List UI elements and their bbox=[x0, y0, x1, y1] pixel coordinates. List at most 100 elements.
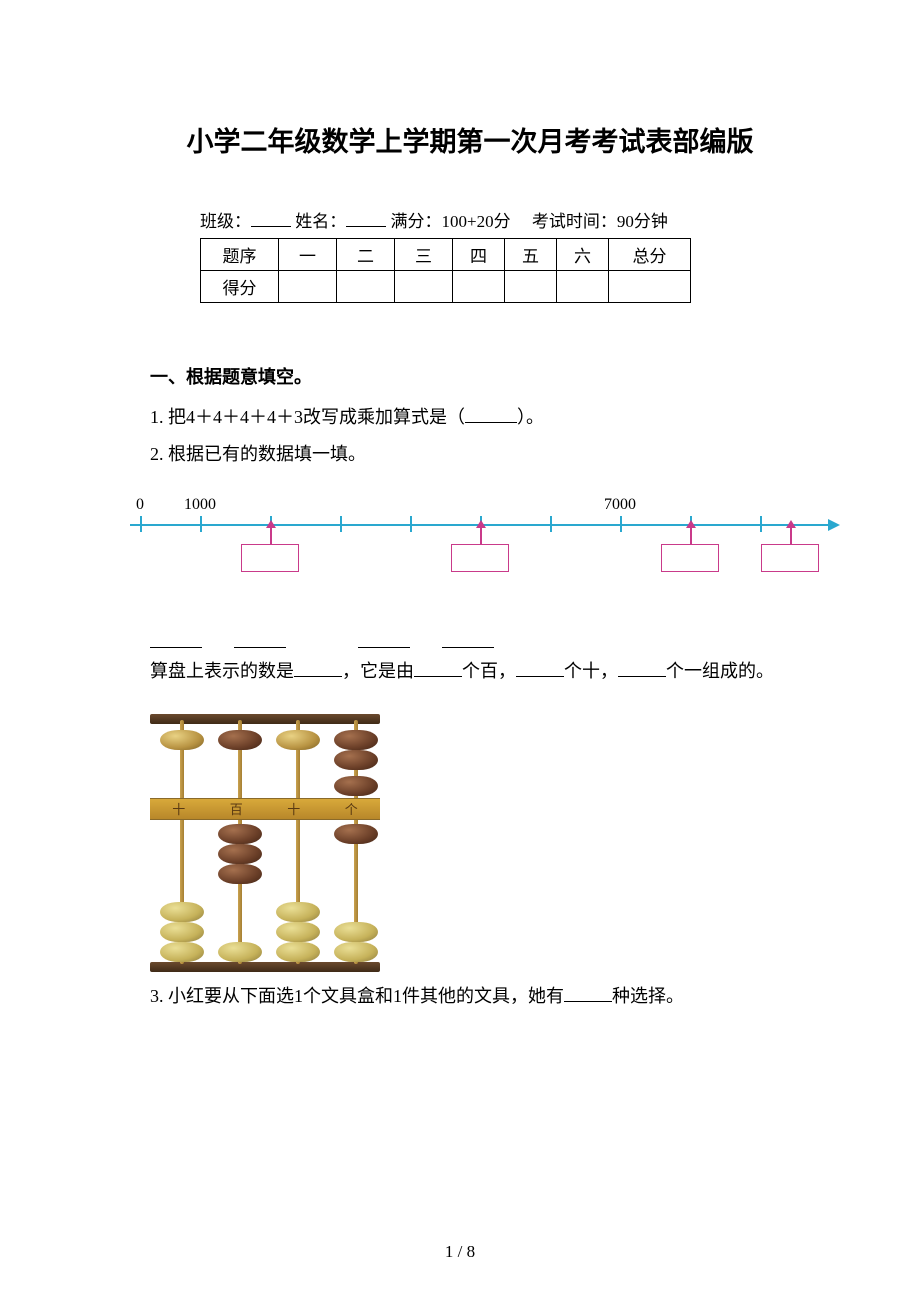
th-5: 五 bbox=[505, 239, 557, 271]
name-label: 姓名： bbox=[295, 212, 346, 231]
numline-down-arrow bbox=[690, 526, 692, 544]
fullmark-value: 100+20分 bbox=[442, 212, 511, 231]
doc-title: 小学二年级数学上学期第一次月考考试表部编版 bbox=[150, 120, 790, 159]
beam-lbl-2: 十 bbox=[287, 799, 300, 818]
numline-tick bbox=[200, 516, 202, 532]
numline-tick bbox=[550, 516, 552, 532]
section-1-heading: 一、根据题意填空。 bbox=[150, 363, 790, 389]
q2b-b: ，它是由 bbox=[342, 661, 414, 681]
sc-1 bbox=[279, 271, 337, 303]
abacus-bead bbox=[160, 942, 204, 962]
q2b-a: 算盘上表示的数是 bbox=[150, 661, 294, 681]
abacus-bead bbox=[218, 844, 262, 864]
numline-down-arrow bbox=[270, 526, 272, 544]
numline-answer-box bbox=[761, 544, 819, 572]
abacus-bead bbox=[218, 942, 262, 962]
th-0: 题序 bbox=[201, 239, 279, 271]
sc-6 bbox=[557, 271, 609, 303]
score-table: 题序 一 二 三 四 五 六 总分 得分 bbox=[200, 238, 691, 303]
numline-answer-box bbox=[451, 544, 509, 572]
abacus-bead bbox=[276, 942, 320, 962]
sc-label: 得分 bbox=[201, 271, 279, 303]
time-value: 90分钟 bbox=[617, 212, 668, 231]
abacus-bead bbox=[218, 730, 262, 750]
q3-a: 3. 小红要从下面选1个文具盒和1件其他的文具，她有 bbox=[150, 986, 564, 1006]
numline-answer-box bbox=[661, 544, 719, 572]
q2b-blank4 bbox=[618, 659, 666, 677]
class-label: 班级： bbox=[200, 212, 251, 231]
abacus-bead bbox=[160, 730, 204, 750]
gap-2 bbox=[234, 632, 286, 648]
q2b-blank1 bbox=[294, 659, 342, 677]
time-label: 考试时间： bbox=[532, 212, 617, 231]
th-1: 一 bbox=[279, 239, 337, 271]
q1-a: 1. 把4＋4＋4＋4＋3改写成乘加算式是（ bbox=[150, 407, 465, 427]
q1: 1. 把4＋4＋4＋4＋3改写成乘加算式是（ ）。 bbox=[150, 401, 790, 434]
abacus-diagram: 十 百 十 个 bbox=[150, 706, 380, 976]
sc-4 bbox=[453, 271, 505, 303]
gap-3 bbox=[358, 632, 410, 648]
q2b-c: 个百， bbox=[462, 661, 516, 681]
abacus-beam-labels: 十 百 十 个 bbox=[150, 798, 380, 820]
th-2: 二 bbox=[337, 239, 395, 271]
q2: 2. 根据已有的数据填一填。 bbox=[150, 438, 790, 471]
numline-label: 0 bbox=[136, 496, 144, 514]
numline-down-arrow bbox=[480, 526, 482, 544]
fullmark-label: 满分： bbox=[391, 212, 442, 231]
q3-b: 种选择。 bbox=[612, 986, 684, 1006]
numline-tick bbox=[620, 516, 622, 532]
gap-row bbox=[150, 632, 790, 653]
numline-label: 1000 bbox=[184, 496, 216, 514]
abacus-frame-top bbox=[150, 714, 380, 724]
sc-3 bbox=[395, 271, 453, 303]
abacus-bead bbox=[160, 902, 204, 922]
sc-2 bbox=[337, 271, 395, 303]
q2b-d: 个十， bbox=[564, 661, 618, 681]
abacus-bead bbox=[276, 902, 320, 922]
gap-1 bbox=[150, 632, 202, 648]
th-3: 三 bbox=[395, 239, 453, 271]
abacus-bead bbox=[334, 942, 378, 962]
q2b-e: 个一组成的。 bbox=[666, 661, 774, 681]
beam-lbl-0: 十 bbox=[172, 799, 185, 818]
abacus-bead bbox=[334, 922, 378, 942]
beam-lbl-3: 个 bbox=[345, 799, 358, 818]
numline-tick bbox=[140, 516, 142, 532]
abacus-bead bbox=[218, 824, 262, 844]
abacus-bead bbox=[334, 824, 378, 844]
numline-answer-box bbox=[241, 544, 299, 572]
q2b: 算盘上表示的数是 ，它是由 个百， 个十， 个一组成的。 bbox=[150, 655, 790, 688]
q2b-blank2 bbox=[414, 659, 462, 677]
page-number: 1 / 8 bbox=[445, 1242, 475, 1262]
beam-lbl-1: 百 bbox=[230, 799, 243, 818]
abacus-bead bbox=[218, 864, 262, 884]
numline-tick bbox=[410, 516, 412, 532]
th-6: 六 bbox=[557, 239, 609, 271]
q1-b: ）。 bbox=[517, 407, 544, 427]
th-7: 总分 bbox=[609, 239, 691, 271]
class-blank bbox=[251, 210, 291, 227]
abacus-bead bbox=[276, 922, 320, 942]
abacus-bead bbox=[334, 750, 378, 770]
q3: 3. 小红要从下面选1个文具盒和1件其他的文具，她有 种选择。 bbox=[150, 980, 790, 1013]
abacus-bead bbox=[160, 922, 204, 942]
numline-label: 7000 bbox=[604, 496, 636, 514]
abacus-bead bbox=[276, 730, 320, 750]
abacus-frame-bot bbox=[150, 962, 380, 972]
numline-tick bbox=[760, 516, 762, 532]
q3-blank bbox=[564, 984, 612, 1002]
abacus-bead bbox=[334, 776, 378, 796]
sc-5 bbox=[505, 271, 557, 303]
th-4: 四 bbox=[453, 239, 505, 271]
numline-tick bbox=[340, 516, 342, 532]
q2b-blank3 bbox=[516, 659, 564, 677]
numline-down-arrow bbox=[790, 526, 792, 544]
numline-arrow bbox=[828, 519, 840, 531]
meta-line: 班级： 姓名： 满分：100+20分 考试时间：90分钟 bbox=[200, 207, 790, 232]
number-line-diagram: 010007000 bbox=[150, 496, 790, 596]
abacus-bead bbox=[334, 730, 378, 750]
sc-7 bbox=[609, 271, 691, 303]
gap-4 bbox=[442, 632, 494, 648]
name-blank bbox=[346, 210, 386, 227]
q1-blank bbox=[465, 405, 517, 423]
